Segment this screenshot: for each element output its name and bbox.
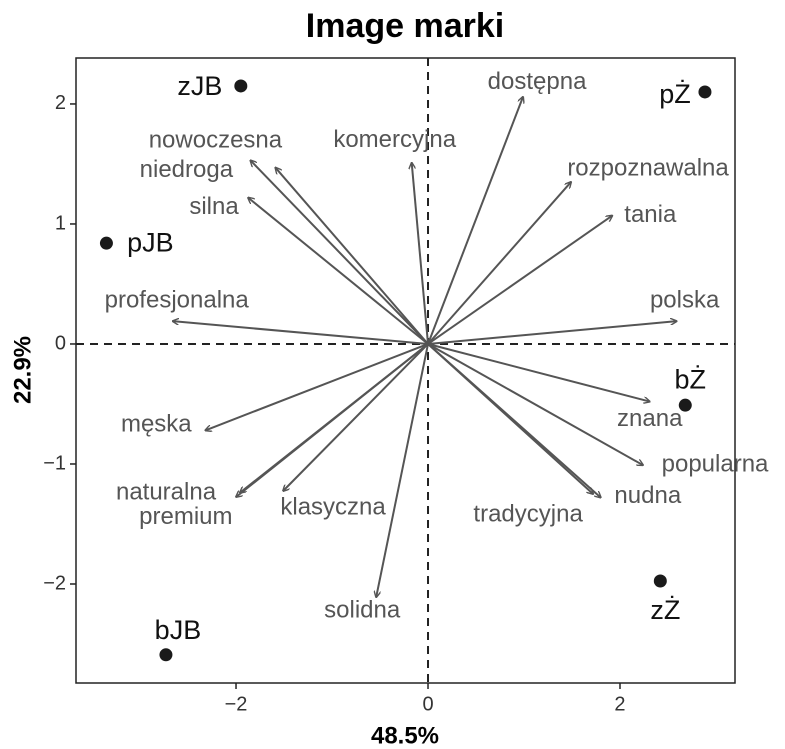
y-tick-label: 2 [55, 92, 66, 114]
arrow-label: profesjonalna [105, 287, 250, 314]
arrow-label: niedroga [140, 156, 234, 183]
arrow-label: klasyczna [280, 493, 386, 520]
arrow-label: naturalna [116, 478, 217, 505]
loading-arrow [275, 168, 429, 345]
arrow-label: męska [121, 411, 192, 438]
loading-arrow [376, 343, 429, 597]
arrow-label: dostępna [488, 68, 587, 95]
x-tick-label: −2 [225, 693, 248, 715]
loading-arrow [427, 343, 593, 494]
loading-arrow [427, 182, 571, 345]
loading-arrow [250, 160, 429, 345]
brand-point [698, 85, 712, 99]
x-axis-label: 48.5% [371, 722, 439, 749]
loading-arrow [412, 163, 430, 345]
point-label: bŻ [675, 363, 707, 394]
arrow-label: znana [617, 405, 683, 432]
arrow-label: nowoczesna [149, 127, 283, 154]
y-tick-label: −2 [43, 572, 66, 594]
arrow-label: polska [650, 287, 720, 314]
brand-point [99, 236, 113, 250]
loading-arrow [240, 343, 429, 493]
brand-point [653, 574, 667, 588]
x-tick-label: 0 [422, 693, 433, 715]
loading-arrow [427, 343, 650, 402]
arrow-label: silna [189, 193, 239, 220]
point-label: pJB [127, 227, 174, 257]
point-label: zJB [177, 71, 222, 101]
brand-point [234, 79, 248, 93]
y-tick-label: −1 [43, 452, 66, 474]
loading-arrow [205, 343, 429, 430]
arrow-label: solidna [324, 597, 401, 624]
point-label: zŻ [650, 594, 680, 625]
brand-point [159, 648, 173, 662]
x-tick-label: 2 [614, 693, 625, 715]
y-tick-label: 1 [55, 212, 66, 234]
point-label: bJB [155, 615, 202, 645]
point-label: pŻ [659, 78, 691, 109]
y-tick-label: 0 [55, 332, 66, 354]
loading-arrow [248, 198, 429, 345]
loading-arrow [427, 343, 643, 465]
chart-title: Image marki [306, 7, 504, 45]
arrow-label: komercyjna [333, 126, 456, 153]
loading-arrow [427, 321, 677, 345]
loading-arrow [283, 343, 429, 491]
brand-point [678, 398, 692, 412]
loading-arrow [427, 216, 612, 345]
arrow-label: popularna [662, 451, 769, 478]
arrow-label: premium [139, 503, 232, 530]
arrow-label: tradycyjna [473, 500, 583, 527]
arrow-label: tania [624, 201, 677, 228]
plot-frame [75, 57, 736, 684]
arrow-label: rozpoznawalna [567, 154, 729, 181]
y-axis-label: 22.9% [9, 336, 36, 404]
loading-arrow [173, 321, 429, 345]
arrow-label: nudna [614, 482, 681, 509]
loading-arrow [427, 97, 523, 345]
